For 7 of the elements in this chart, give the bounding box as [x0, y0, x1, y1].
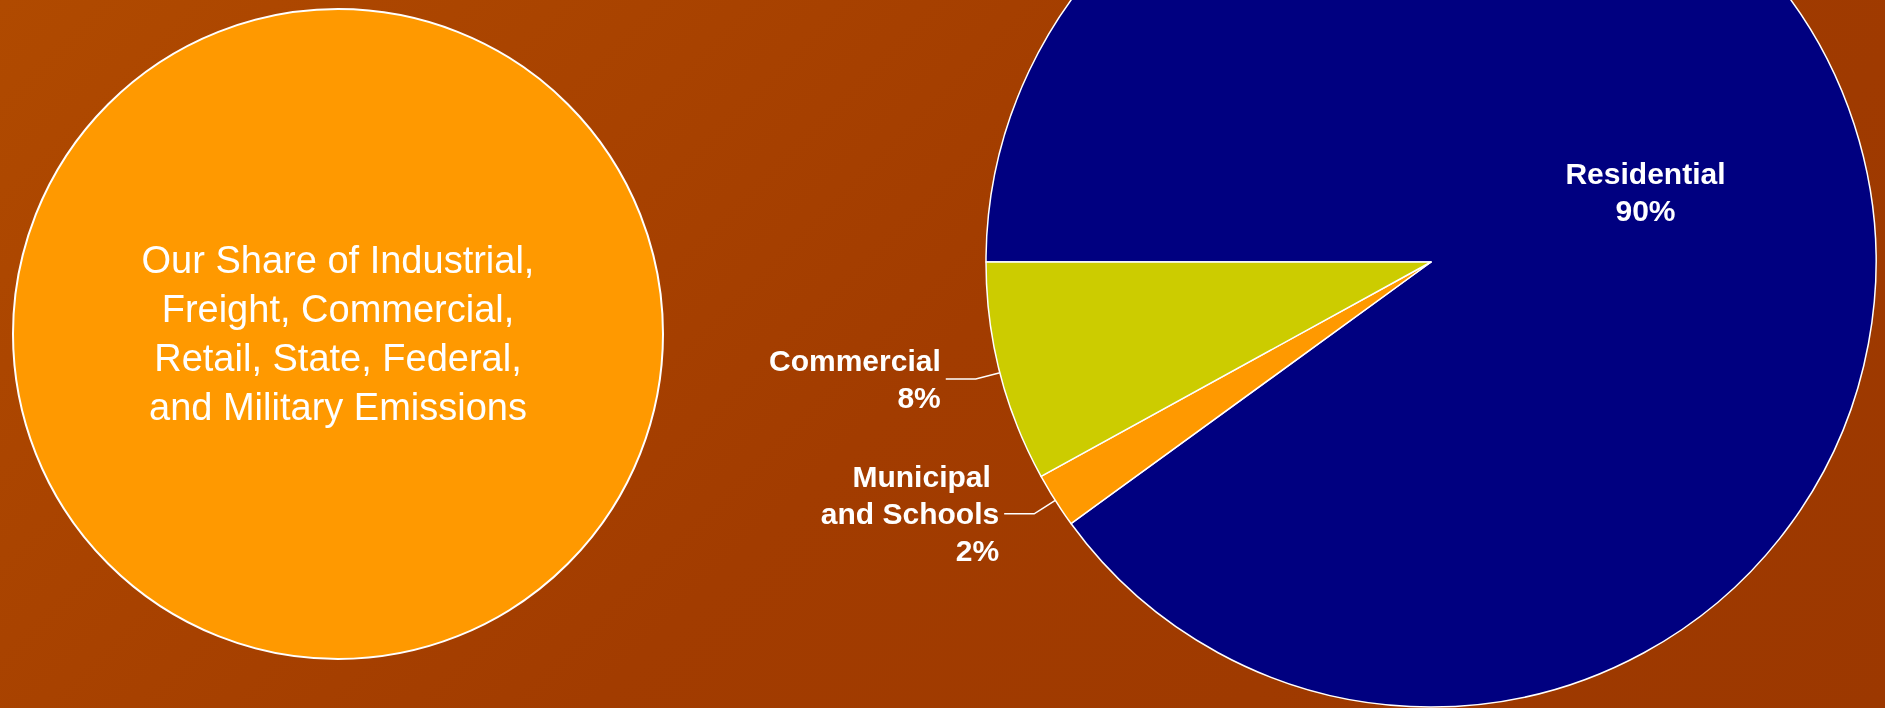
data-label: 90%: [1615, 194, 1676, 228]
data-label: 8%: [897, 380, 941, 414]
slice-label: Residential: [1565, 157, 1726, 191]
data-label: 2%: [955, 534, 1000, 568]
slice-label: Commercial: [769, 343, 941, 377]
circle-badge: Our Share of Industrial, Freight, Commercial, Retail, State, Federal, and Military Emissions: [12, 8, 664, 660]
slice-label: Municipal and Schools: [820, 460, 1000, 531]
